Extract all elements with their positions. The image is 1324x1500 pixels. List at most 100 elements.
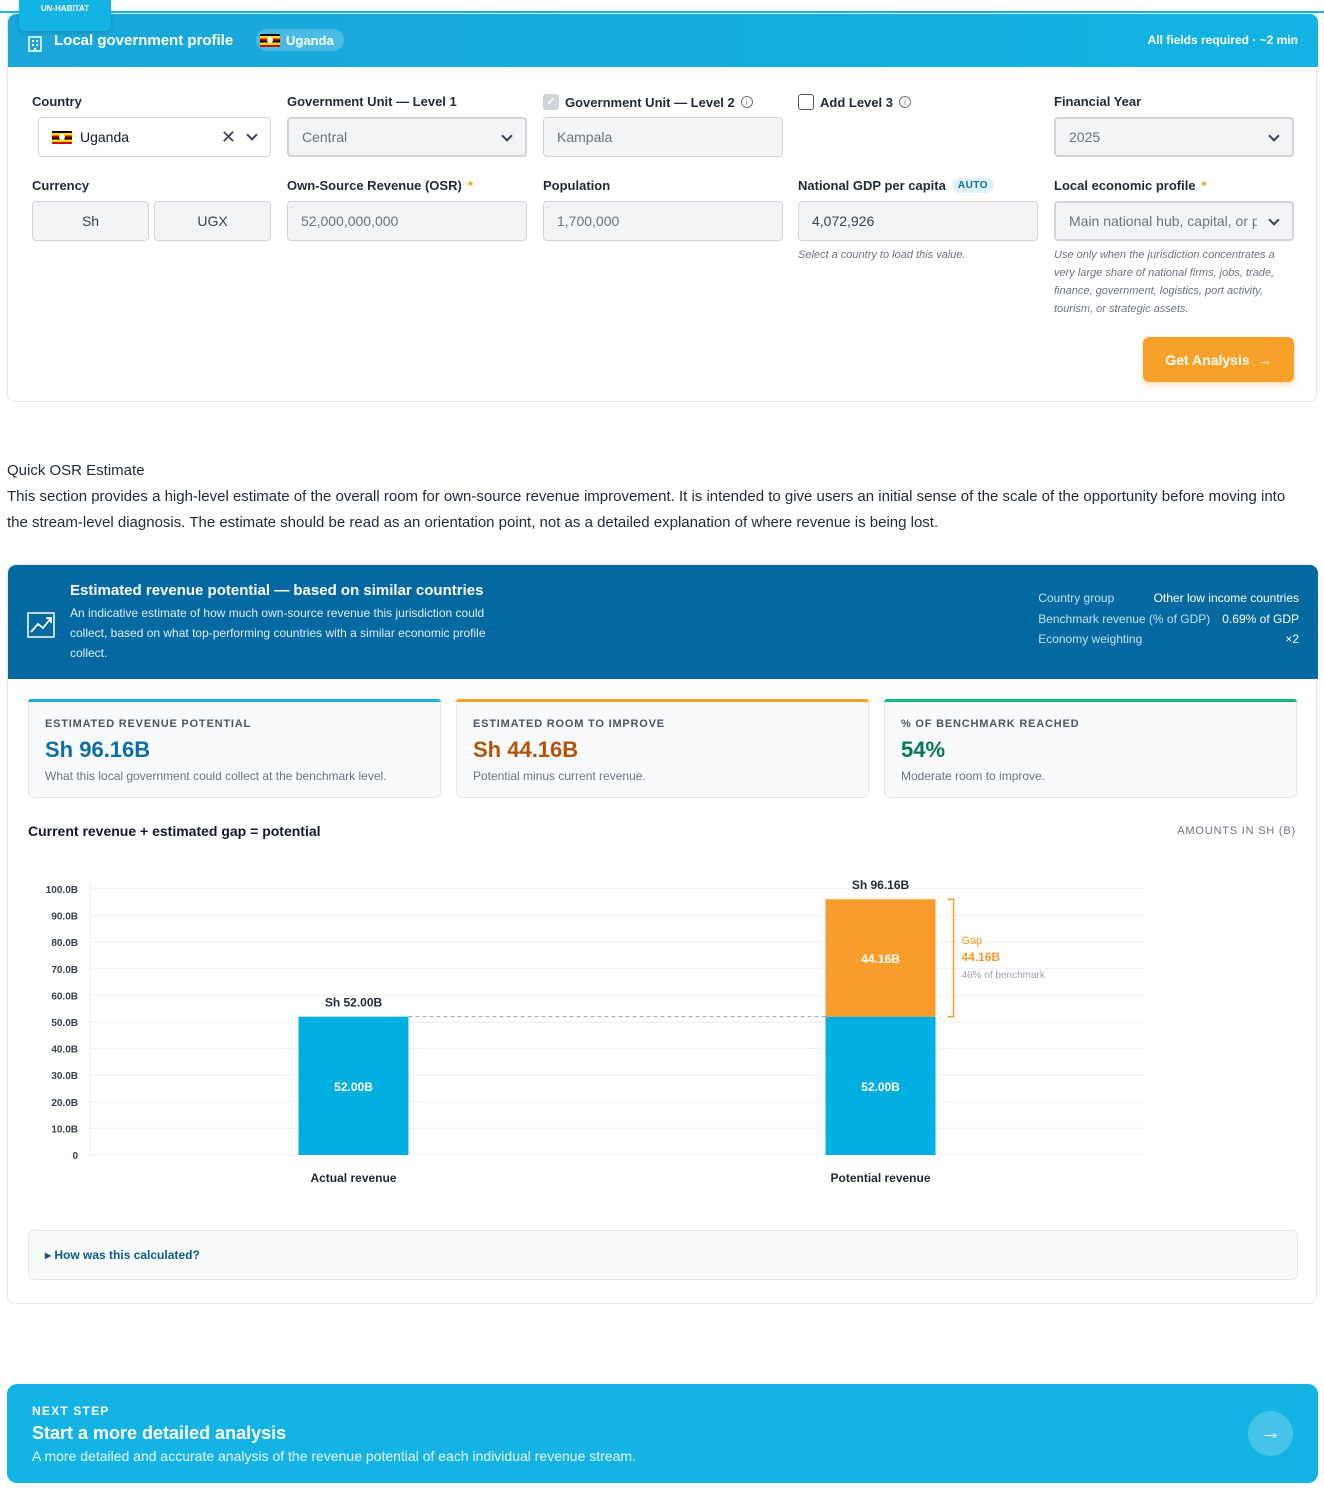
kpi-accent-bar (884, 699, 1297, 702)
next-step-arrow-button[interactable]: → (1248, 1411, 1293, 1456)
country-select-value: Uganda (80, 129, 130, 145)
info-icon[interactable]: i (740, 96, 753, 108)
gov-level1-select[interactable]: Central (287, 117, 527, 157)
auto-badge: AUTO (951, 178, 995, 193)
bar-value-label: 44.16B (861, 952, 900, 966)
y-tick-label: 30.0B (51, 1071, 78, 1082)
chevron-down-icon (1268, 214, 1280, 226)
meta-key: Economy weighting (1038, 632, 1143, 646)
country-label: Country (32, 94, 82, 109)
estimate-meta: Country group Other low income countries … (1038, 591, 1299, 653)
gap-annotation-note: 46% of benchmark (962, 970, 1046, 981)
kpi-label: ESTIMATED REVENUE POTENTIAL (45, 718, 251, 730)
economic-profile-help: Use only when the jurisdiction concentra… (1054, 249, 1275, 315)
y-tick-label: 90.0B (51, 912, 78, 923)
kpi-label: ESTIMATED ROOM TO IMPROVE (473, 718, 665, 730)
next-step-card[interactable]: NEXT STEP Start a more detailed analysis… (7, 1384, 1318, 1483)
uganda-flag-icon (260, 33, 280, 47)
kpi-card-benchmark: % OF BENCHMARK REACHED 54% Moderate room… (884, 699, 1297, 798)
how-calculated-label[interactable]: ▸ How was this calculated? (45, 1248, 200, 1262)
add-level3-checkbox[interactable] (798, 94, 814, 110)
economic-profile-label: Local economic profile * (1054, 178, 1207, 193)
gov-level2-checkbox[interactable]: ✓ (543, 94, 559, 110)
profile-header: Local government profile Uganda All fiel… (8, 14, 1318, 67)
kpi-note: What this local government could collect… (45, 769, 387, 783)
chevron-down-icon (501, 130, 513, 142)
financial-year-value: 2025 (1069, 129, 1101, 145)
osr-value: 52,000,000,000 (301, 213, 399, 229)
info-icon[interactable]: i (898, 96, 911, 108)
quick-estimate-title: Quick OSR Estimate (7, 462, 145, 479)
trend-up-icon (27, 612, 55, 638)
profile-card: Local government profile Uganda All fiel… (7, 13, 1318, 402)
y-tick-label: 60.0B (51, 991, 78, 1002)
bar-gap-segment (825, 899, 936, 1017)
chart-unit: AMOUNTS IN SH (B) (1177, 825, 1296, 837)
gdp-label: National GDP per capita AUTO (798, 178, 995, 193)
meta-row: Country group Other low income countries (1038, 591, 1299, 612)
chart-title: Current revenue + estimated gap = potent… (28, 823, 321, 839)
gov-level1-label: Government Unit — Level 1 (287, 94, 457, 109)
currency-symbol-value: Sh (81, 213, 100, 229)
get-analysis-label: Get Analysis (1165, 351, 1250, 368)
financial-year-select[interactable]: 2025 (1054, 117, 1294, 157)
top-accent-line (0, 0, 1324, 13)
currency-label: Currency (32, 178, 89, 193)
gap-annotation-value: 44.16B (962, 950, 1001, 964)
gap-bracket (947, 898, 955, 1018)
country-select[interactable]: Uganda ✕ (38, 117, 271, 157)
y-tick-label: 100.0B (46, 885, 78, 896)
y-tick-label: 0 (72, 1151, 78, 1162)
currency-label-text: Currency (32, 178, 90, 193)
economic-profile-value: Main national hub, capital, or p (1069, 213, 1257, 229)
meta-value: Other low income countries (1153, 591, 1299, 605)
get-analysis-button[interactable]: Get Analysis → (1143, 337, 1294, 382)
country-label-text: Country (32, 94, 82, 109)
y-tick-label: 80.0B (51, 938, 78, 949)
add-level3-label: Add Level 3 i (798, 94, 911, 110)
estimate-title: Estimated revenue potential — based on s… (70, 582, 484, 599)
population-label-text: Population (543, 178, 611, 193)
osr-input[interactable]: 52,000,000,000 (287, 201, 527, 241)
next-step-kicker: NEXT STEP (32, 1404, 110, 1418)
meta-row: Economy weighting ×2 (1038, 632, 1299, 653)
y-tick-label: 70.0B (51, 965, 78, 976)
country-pill: Uganda (256, 29, 344, 51)
osr-label: Own-Source Revenue (OSR) * (287, 178, 473, 193)
add-level3-label-text: Add Level 3 (820, 94, 893, 110)
y-tick-label: 10.0B (51, 1124, 78, 1135)
profile-title: Local government profile (54, 32, 234, 49)
currency-code-value: UGX (197, 213, 228, 229)
currency-code: UGX (154, 201, 271, 241)
how-calculated-toggle[interactable]: ▸ How was this calculated? (28, 1230, 1298, 1280)
bar-value-label: 52.00B (861, 1080, 900, 1094)
economic-profile-select[interactable]: Main national hub, capital, or p (1054, 201, 1294, 241)
meta-value: ×2 (1285, 632, 1299, 646)
economic-profile-label-text: Local economic profile (1054, 178, 1196, 193)
y-tick-label: 20.0B (51, 1098, 78, 1109)
financial-year-label: Financial Year (1054, 94, 1141, 109)
bar-value-label: 52.00B (334, 1080, 373, 1094)
required-mark: * (467, 178, 473, 193)
requirement-note: All fields required · ~2 min (1147, 33, 1298, 47)
kpi-accent-bar (28, 699, 441, 702)
gdp-value: 4,072,926 (812, 213, 875, 229)
un-habitat-logo[interactable]: UN-HABITAT (19, 0, 111, 31)
required-mark: * (1201, 178, 1207, 193)
gov-level2-input[interactable]: Kampala (543, 117, 783, 157)
estimate-card: Estimated revenue potential — based on s… (7, 564, 1318, 1304)
kpi-card-potential: ESTIMATED REVENUE POTENTIAL Sh 96.16B Wh… (28, 699, 441, 798)
kpi-accent-bar (456, 699, 869, 702)
meta-row: Benchmark revenue (% of GDP) 0.69% of GDP (1038, 612, 1299, 633)
chevron-down-icon[interactable] (246, 129, 258, 141)
financial-year-label-text: Financial Year (1054, 94, 1142, 109)
population-value: 1,700,000 (557, 213, 620, 229)
gov-level2-label-text: Government Unit — Level 2 (565, 94, 735, 110)
gov-level2-label: ✓ Government Unit — Level 2 i (543, 94, 753, 110)
kpi-value: Sh 96.16B (45, 737, 151, 762)
clear-icon[interactable]: ✕ (220, 127, 236, 147)
population-input[interactable]: 1,700,000 (543, 201, 783, 241)
next-step-description: A more detailed and accurate analysis of… (32, 1448, 636, 1464)
arrow-right-icon: → (1257, 351, 1272, 368)
estimate-header: Estimated revenue potential — based on s… (8, 565, 1318, 679)
